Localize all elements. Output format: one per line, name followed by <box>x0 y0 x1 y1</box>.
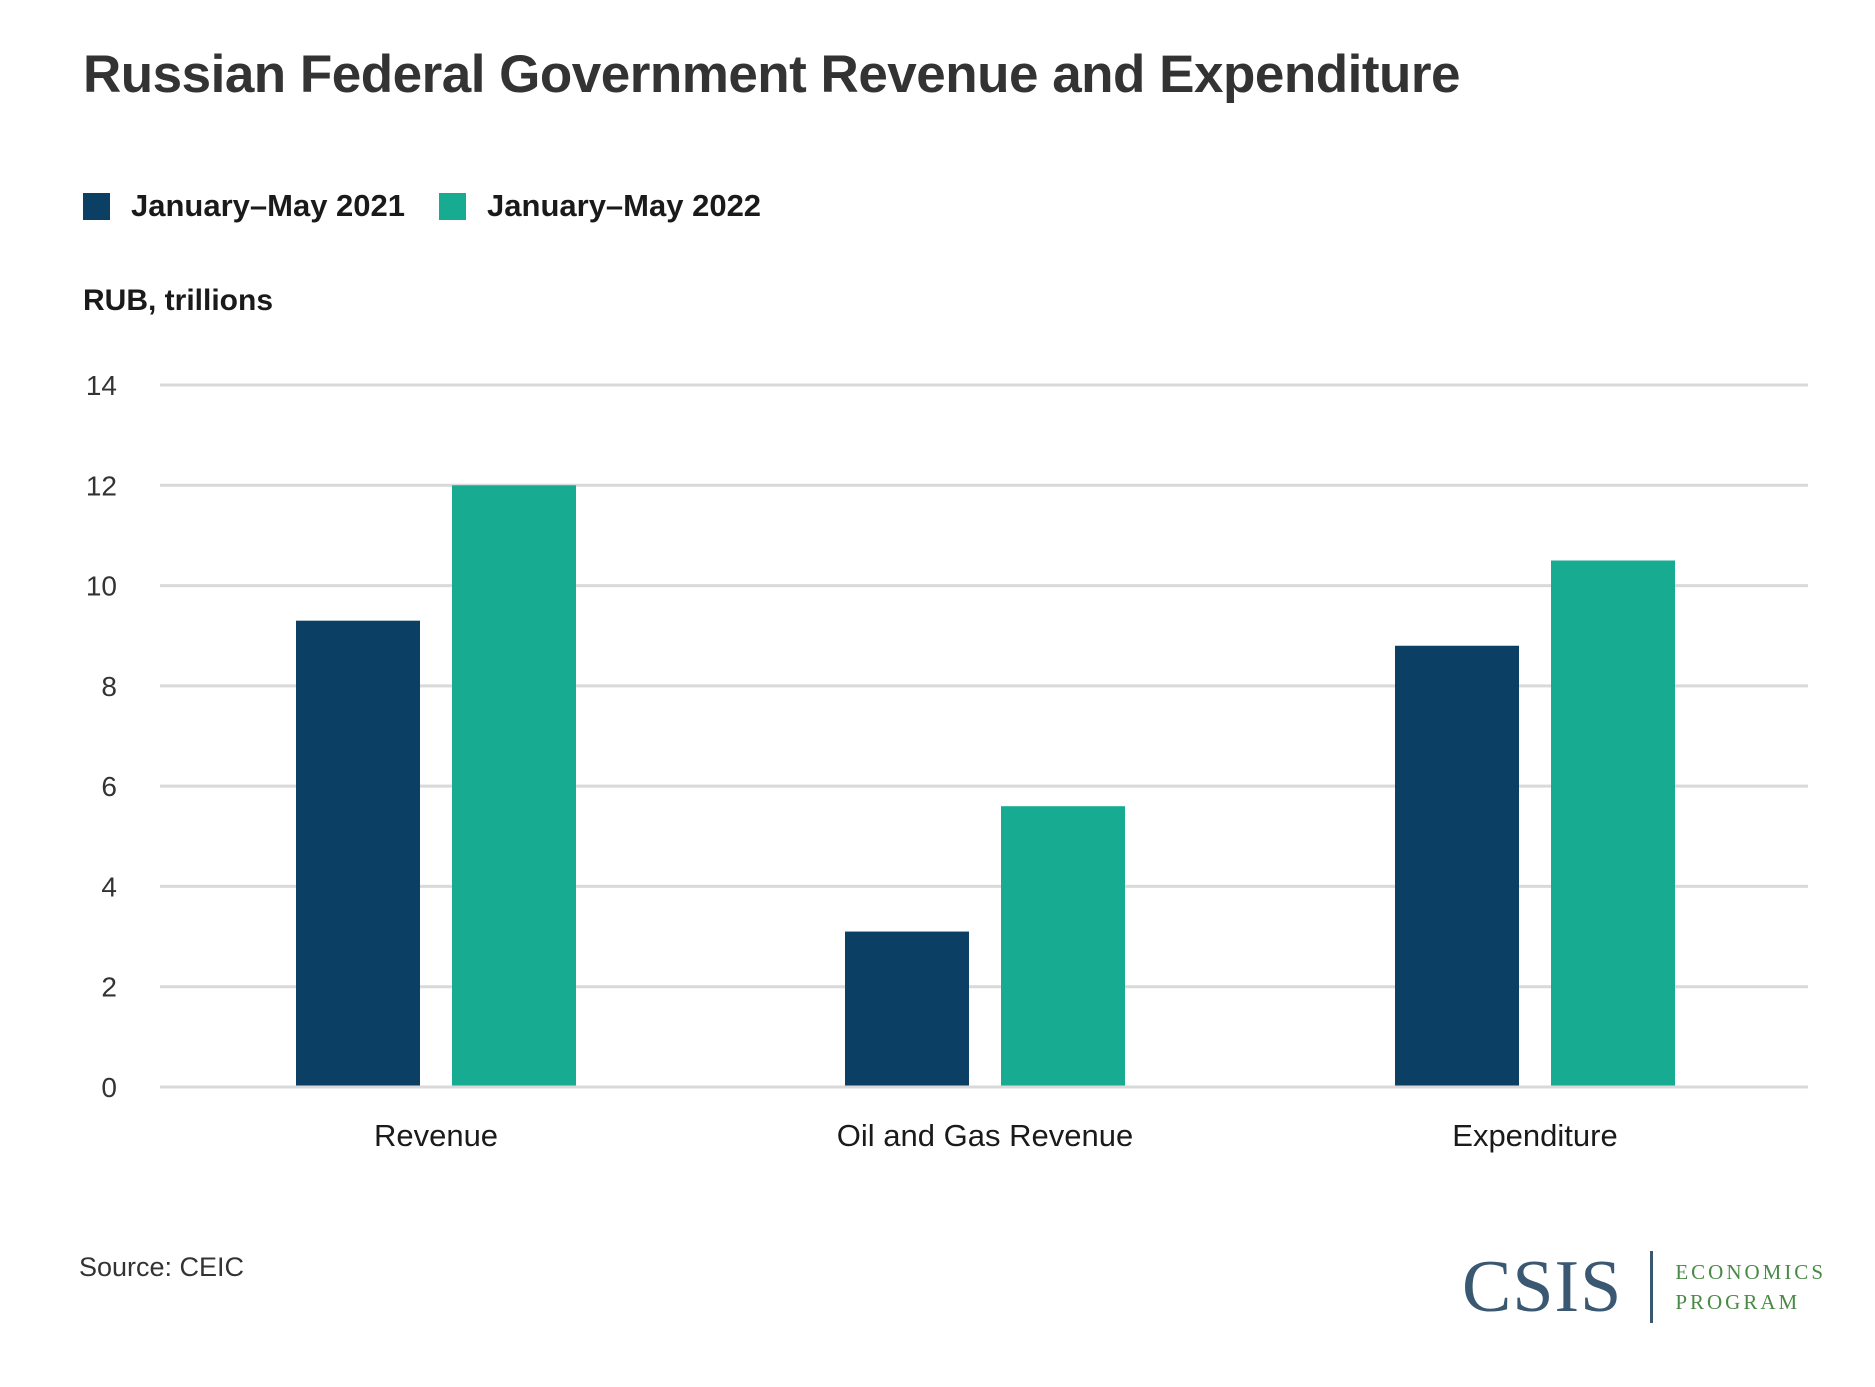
x-tick-label-oil-and-gas-revenue: Oil and Gas Revenue <box>837 1118 1133 1153</box>
y-tick-label-12: 12 <box>86 470 117 501</box>
legend-item-2022: January–May 2022 <box>439 188 761 224</box>
y-tick-label-10: 10 <box>86 571 117 602</box>
x-tick-label-expenditure: Expenditure <box>1452 1118 1617 1153</box>
chart-title: Russian Federal Government Revenue and E… <box>83 45 1460 104</box>
legend-item-2021: January–May 2021 <box>83 188 405 224</box>
legend-swatch-2022 <box>439 192 467 220</box>
legend-label-2022: January–May 2022 <box>487 188 762 223</box>
y-tick-label-0: 0 <box>101 1072 117 1103</box>
bar-expenditure-2021 <box>1395 645 1519 1087</box>
bar-revenue-2021 <box>296 620 420 1087</box>
bar-revenue-2022 <box>452 485 576 1087</box>
y-tick-label-14: 14 <box>86 370 117 401</box>
bar-oil-and-gas-revenue-2021 <box>845 931 969 1087</box>
y-tick-label-2: 2 <box>101 972 117 1003</box>
x-tick-label-revenue: Revenue <box>374 1118 498 1153</box>
logo-mark: CSIS <box>1462 1246 1623 1328</box>
legend: January–May 2021 January–May 2022 <box>83 188 795 224</box>
y-tick-label-4: 4 <box>101 871 117 902</box>
bar-chart: 0 2 4 6 8 10 12 14 Revenue Oil and Gas Revenue Exp… <box>86 370 1808 1153</box>
csis-logo: CSIS ECONOMICS PROGRAM <box>1462 1250 1826 1324</box>
bar-expenditure-2022 <box>1551 560 1675 1087</box>
legend-label-2021: January–May 2021 <box>131 188 406 223</box>
logo-line-1: ECONOMICS <box>1675 1259 1826 1284</box>
logo-divider <box>1650 1251 1654 1323</box>
legend-swatch-2021 <box>83 192 110 220</box>
bar-oil-and-gas-revenue-2022 <box>1001 806 1125 1087</box>
y-tick-label-8: 8 <box>101 671 117 702</box>
y-axis-unit-label: RUB, trillions <box>83 284 274 317</box>
logo-program-name: ECONOMICS PROGRAM <box>1675 1257 1826 1318</box>
source-note: Source: CEIC <box>79 1252 245 1282</box>
logo-line-2: PROGRAM <box>1675 1290 1801 1314</box>
y-tick-label-6: 6 <box>101 771 117 802</box>
